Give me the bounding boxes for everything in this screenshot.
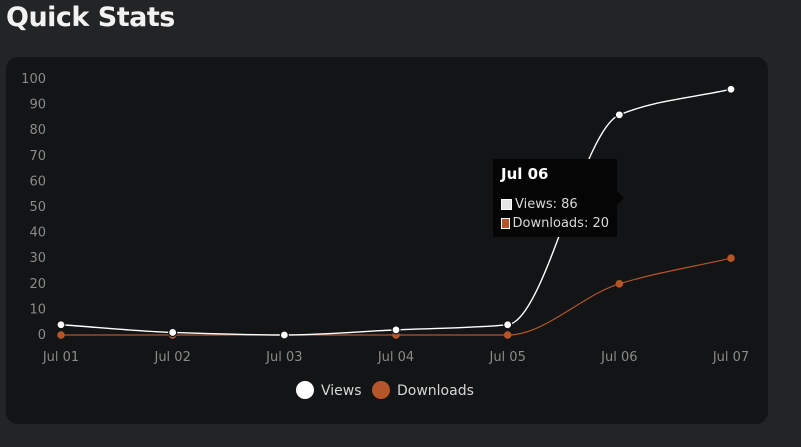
tooltip-swatch-views [501, 199, 512, 210]
series-line-downloads [61, 257, 732, 336]
data-point-views[interactable] [391, 325, 401, 335]
legend[interactable]: Views Downloads [296, 381, 474, 399]
y-tick-label: 100 [21, 72, 46, 87]
x-tick-label: Jul 05 [488, 350, 525, 365]
data-point-views[interactable] [56, 320, 66, 330]
tooltip-title: Jul 06 [501, 165, 549, 183]
data-point-downloads[interactable] [57, 331, 65, 339]
y-tick-label: 50 [29, 200, 46, 215]
y-tick-label: 10 [29, 302, 46, 317]
data-point-views[interactable] [279, 330, 289, 340]
y-axis: 0 10 20 30 40 50 60 70 80 90 100 [21, 72, 46, 343]
data-point-views[interactable] [726, 84, 736, 94]
legend-marker-downloads[interactable] [372, 381, 390, 399]
y-tick-label: 20 [29, 277, 46, 292]
data-point-views[interactable] [168, 327, 178, 338]
x-tick-label: Jul 04 [377, 350, 414, 365]
x-axis: Jul 01 Jul 02 Jul 03 Jul 04 Jul 05 Jul 06 Jul … [42, 350, 749, 365]
x-tick-label: Jul 01 [42, 350, 79, 365]
tooltip-row-views: Views: 86 [501, 195, 609, 214]
series-points [56, 84, 736, 340]
series-line-views [60, 88, 732, 336]
data-point-views[interactable] [503, 320, 513, 330]
x-tick-label: Jul 07 [712, 350, 749, 365]
data-point-downloads[interactable] [615, 280, 624, 288]
data-point-views[interactable] [614, 110, 624, 120]
y-tick-label: 30 [29, 251, 46, 266]
legend-label-views[interactable]: Views [321, 383, 362, 399]
chart-tooltip: Jul 06 Views: 86 Downloads: 20 [493, 159, 624, 237]
x-tick-label: Jul 06 [600, 350, 637, 365]
legend-marker-views[interactable] [296, 381, 314, 399]
tooltip-swatch-downloads [501, 218, 510, 229]
tooltip-row-downloads: Downloads: 20 [501, 214, 609, 233]
y-tick-label: 0 [38, 328, 46, 343]
y-tick-label: 70 [29, 149, 46, 164]
y-tick-label: 60 [29, 174, 46, 189]
page-title: Quick Stats [6, 2, 175, 33]
y-tick-label: 40 [29, 226, 46, 241]
chart-panel: 0 10 20 30 40 50 60 70 80 90 100 Jul 01 Jul 02 Jul 0… [6, 57, 768, 424]
y-tick-label: 80 [29, 123, 46, 138]
x-tick-label: Jul 02 [153, 350, 190, 365]
x-tick-label: Jul 03 [265, 350, 302, 365]
tooltip-views-label: Views: 86 [515, 197, 578, 212]
tooltip-downloads-label: Downloads: 20 [512, 216, 609, 231]
data-point-downloads[interactable] [503, 331, 512, 339]
data-point-downloads[interactable] [727, 254, 735, 262]
series-lines [60, 88, 732, 336]
legend-label-downloads[interactable]: Downloads [397, 383, 474, 399]
y-tick-label: 90 [29, 98, 46, 113]
